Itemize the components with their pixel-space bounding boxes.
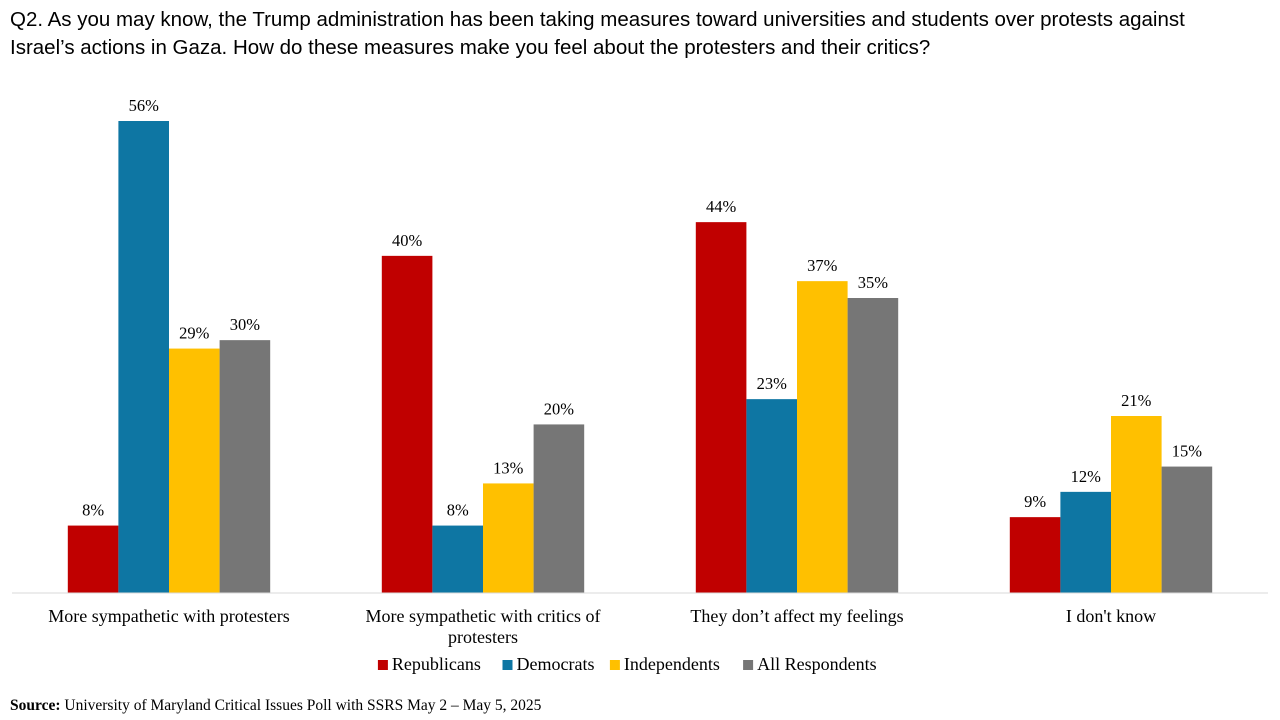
bar — [1009, 517, 1061, 593]
data-label: 9% — [1024, 492, 1046, 511]
legend-label: Independents — [624, 654, 720, 674]
bar — [219, 340, 271, 593]
bar — [118, 121, 169, 593]
data-label: 29% — [179, 324, 210, 343]
value-labels-layer: 8% 56% 29% 30% 40% 8% 13% 20% 44% 23% 37% 35% 9% 12% 2… — [82, 96, 1202, 520]
source-label: Source: — [10, 697, 61, 714]
category-label: They don’t affect my feelings — [690, 606, 903, 626]
legend: Republicans Democrats Independents All Resp… — [377, 654, 877, 674]
data-label: 21% — [1121, 391, 1152, 410]
bar — [746, 399, 797, 593]
data-label: 56% — [129, 96, 160, 115]
bar — [1161, 466, 1213, 593]
chart-title: Q2. As you may know, the Trump administr… — [10, 8, 1185, 59]
data-label: 8% — [82, 501, 104, 520]
bars-layer — [67, 121, 1213, 593]
data-label: 12% — [1071, 467, 1102, 486]
legend-label: All Respondents — [757, 654, 877, 674]
data-label: 37% — [807, 256, 838, 275]
legend-swatch — [743, 660, 754, 670]
data-label: 35% — [858, 273, 889, 292]
category-label: More sympathetic with protesters — [48, 606, 289, 626]
bar — [695, 222, 747, 593]
data-label: 15% — [1172, 442, 1203, 461]
legend-label: Democrats — [517, 654, 595, 674]
legend-swatch — [609, 660, 620, 670]
category-label: I don't know — [1066, 606, 1156, 626]
bar — [797, 281, 848, 593]
bar — [847, 298, 899, 593]
bar — [432, 525, 483, 593]
data-label: 44% — [706, 197, 737, 216]
legend-swatch — [502, 660, 513, 670]
bar — [169, 348, 220, 593]
data-label: 13% — [493, 458, 524, 477]
data-label: 23% — [757, 374, 788, 393]
data-label: 20% — [544, 399, 575, 418]
bar — [483, 483, 534, 593]
category-label: protesters — [448, 627, 518, 647]
data-label: 30% — [230, 315, 261, 334]
category-labels-layer: More sympathetic with protesters More sym… — [48, 606, 1156, 647]
bar — [67, 525, 119, 593]
source-text: University of Maryland Critical Issues P… — [60, 697, 542, 714]
legend-label: Republicans — [392, 654, 481, 674]
bar — [1111, 416, 1162, 593]
data-label: 8% — [447, 501, 469, 520]
data-label: 40% — [392, 231, 423, 250]
bar — [381, 255, 433, 593]
source-note: Source: University of Maryland Critical … — [10, 697, 541, 715]
bar — [1060, 491, 1111, 593]
bar — [533, 424, 585, 593]
legend-swatch — [377, 660, 388, 670]
category-label: More sympathetic with critics of — [366, 606, 601, 626]
